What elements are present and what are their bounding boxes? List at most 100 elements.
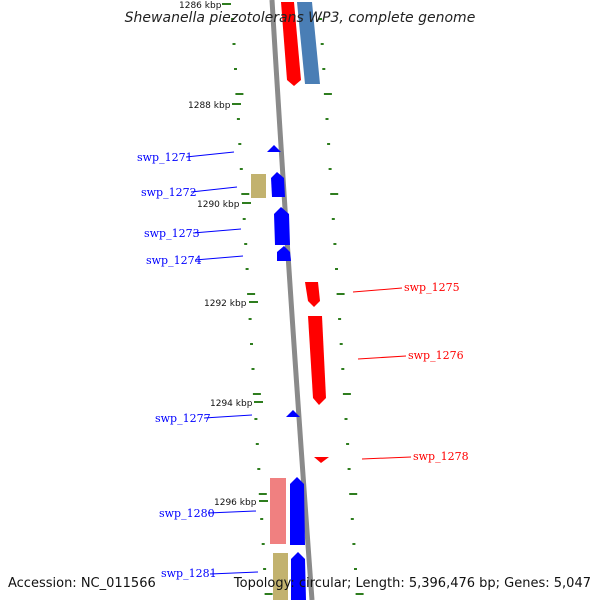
reverse-gene-arrow	[291, 552, 306, 600]
tick-mark	[238, 143, 242, 145]
tick-mark	[244, 243, 248, 245]
tick-mark	[242, 218, 246, 220]
gene-label: swp_1271	[137, 151, 193, 164]
leader-line	[190, 186, 238, 193]
tick-mark	[257, 468, 261, 470]
tick-mark	[248, 318, 252, 320]
tick-mark	[264, 593, 273, 595]
tick-mark	[234, 68, 237, 70]
tick-mark	[341, 368, 345, 370]
tick-mark	[347, 468, 351, 470]
genome-backbone	[269, 0, 315, 600]
tick-mark	[239, 168, 243, 170]
forward-gene-arrow	[305, 282, 320, 307]
features	[251, 2, 329, 600]
tick-mark	[327, 143, 331, 145]
scale-major-tick	[222, 3, 231, 5]
leader-lines	[185, 151, 412, 575]
leader-line	[185, 151, 235, 158]
forward-gene-arrow	[314, 457, 329, 463]
leader-line	[361, 456, 412, 460]
scale-label: 1296 kbp	[214, 498, 257, 508]
tick-mark	[258, 493, 267, 495]
forward-gene-arrow	[281, 2, 301, 86]
tick-mark	[323, 93, 332, 95]
reverse-gene-arrow	[274, 207, 290, 245]
tick-mark	[231, 18, 235, 20]
map-title: Shewanella piezotolerans WP3, complete g…	[125, 10, 476, 26]
leader-line	[207, 510, 257, 514]
leader-line	[192, 228, 242, 234]
tick-mark	[255, 443, 259, 445]
tick-mark	[352, 543, 356, 545]
tick-mark	[349, 493, 358, 495]
tick-mark	[335, 268, 338, 270]
tick-mark	[328, 168, 332, 170]
gene-label: swp_1281	[161, 567, 217, 580]
tick-mark	[339, 343, 343, 345]
tick-mark	[330, 193, 339, 195]
tick-mark	[250, 343, 253, 345]
scale-label: 1292 kbp	[204, 299, 247, 309]
scale-label: 1294 kbp	[210, 399, 253, 409]
forward-gene-arrow	[308, 316, 326, 405]
tick-mark	[254, 418, 258, 420]
tick-mark	[354, 568, 357, 570]
scale-label: 1290 kbp	[197, 200, 240, 210]
gene-label: swp_1277	[155, 412, 211, 425]
tick-mark	[263, 568, 267, 570]
tick-mark	[338, 318, 342, 320]
tick-mark	[260, 518, 264, 520]
gene-label: swp_1273	[144, 227, 200, 240]
tick-mark	[261, 543, 265, 545]
gene-label: swp_1276	[408, 349, 464, 362]
tick-mark	[331, 218, 335, 220]
tick-mark	[232, 43, 236, 45]
tick-mark	[333, 243, 337, 245]
tick-mark	[236, 118, 240, 120]
scale-label: 1288 kbp	[188, 101, 231, 111]
gene-label: swp_1272	[141, 186, 197, 199]
gene-labels: swp_1271 swp_1272 swp_1273 swp_1274 swp_…	[137, 151, 469, 580]
scale-labels: 1286 kbp 1288 kbp 1290 kbp 1292 kbp 1294…	[179, 1, 268, 508]
tick-mark	[251, 368, 255, 370]
reverse-gene-arrow	[271, 172, 285, 197]
reverse-gene-arrow	[267, 145, 281, 152]
scale-major-tick	[232, 103, 241, 105]
tick-marks-inner	[231, 18, 273, 595]
pseudo-gene-block	[270, 478, 286, 544]
tick-mark	[247, 293, 256, 295]
gene-label: swp_1274	[146, 254, 202, 267]
tick-mark	[320, 43, 324, 45]
reverse-gene-arrow	[290, 477, 305, 545]
tick-mark	[235, 93, 244, 95]
leader-line	[194, 255, 244, 261]
tick-mark	[355, 593, 364, 595]
tick-mark	[342, 393, 351, 395]
tick-mark	[350, 518, 354, 520]
leader-line	[203, 414, 253, 419]
tick-mark	[336, 293, 345, 295]
rna-gene-block	[273, 553, 288, 600]
tick-mark	[245, 268, 249, 270]
scale-major-tick	[259, 500, 268, 502]
scale-major-tick	[254, 401, 263, 403]
scale-major-tick	[242, 202, 251, 204]
leader-line	[357, 355, 407, 360]
leader-line	[352, 287, 403, 293]
gene-label: swp_1280	[159, 507, 215, 520]
tick-mark	[344, 418, 348, 420]
tick-mark	[322, 68, 326, 70]
reverse-gene-arrow	[291, 594, 305, 600]
accession-text: Accession: NC_011566	[8, 576, 156, 591]
topology-text: Topology: circular; Length: 5,396,476 bp…	[233, 576, 591, 591]
rna-gene-block	[251, 174, 266, 198]
tick-mark	[346, 443, 350, 445]
tick-mark	[252, 393, 261, 395]
scale-label: 1286 kbp	[179, 1, 222, 11]
steel-blue-gene-block	[297, 2, 320, 84]
tick-mark	[325, 118, 329, 120]
gene-label: swp_1275	[404, 281, 460, 294]
tick-mark	[241, 193, 250, 195]
